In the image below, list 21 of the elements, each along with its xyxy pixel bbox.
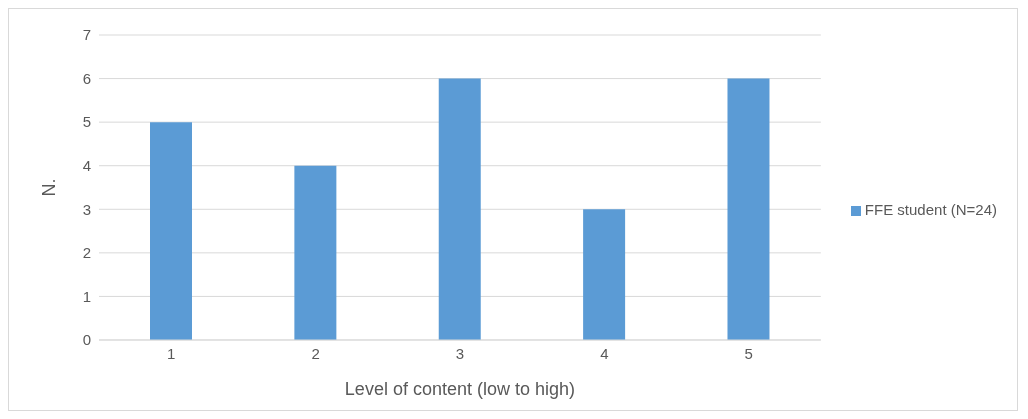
x-tick-label: 4 [600,344,609,362]
y-tick-label: 4 [82,157,91,175]
bar [727,78,770,340]
y-tick-label: 2 [82,244,91,262]
legend-label: FFE student (N=24) [864,201,997,218]
x-tick-label: 3 [455,344,465,362]
x-tick-label: 5 [744,344,753,362]
x-axis-title: Level of content (low to high) [344,378,575,399]
y-tick-label: 5 [82,113,91,131]
y-axis-title: N. [39,178,60,197]
y-tick-label: 6 [82,69,91,87]
bar [438,78,481,340]
y-tick-label: 0 [82,331,91,349]
bar [294,165,337,340]
x-tick-label: 1 [167,344,176,362]
y-tick-label: 3 [82,200,91,218]
bar [583,209,626,340]
y-tick-label: 1 [82,287,91,305]
x-tick-label: 2 [311,344,320,362]
bar [150,122,192,340]
y-tick-label: 7 [82,26,91,44]
